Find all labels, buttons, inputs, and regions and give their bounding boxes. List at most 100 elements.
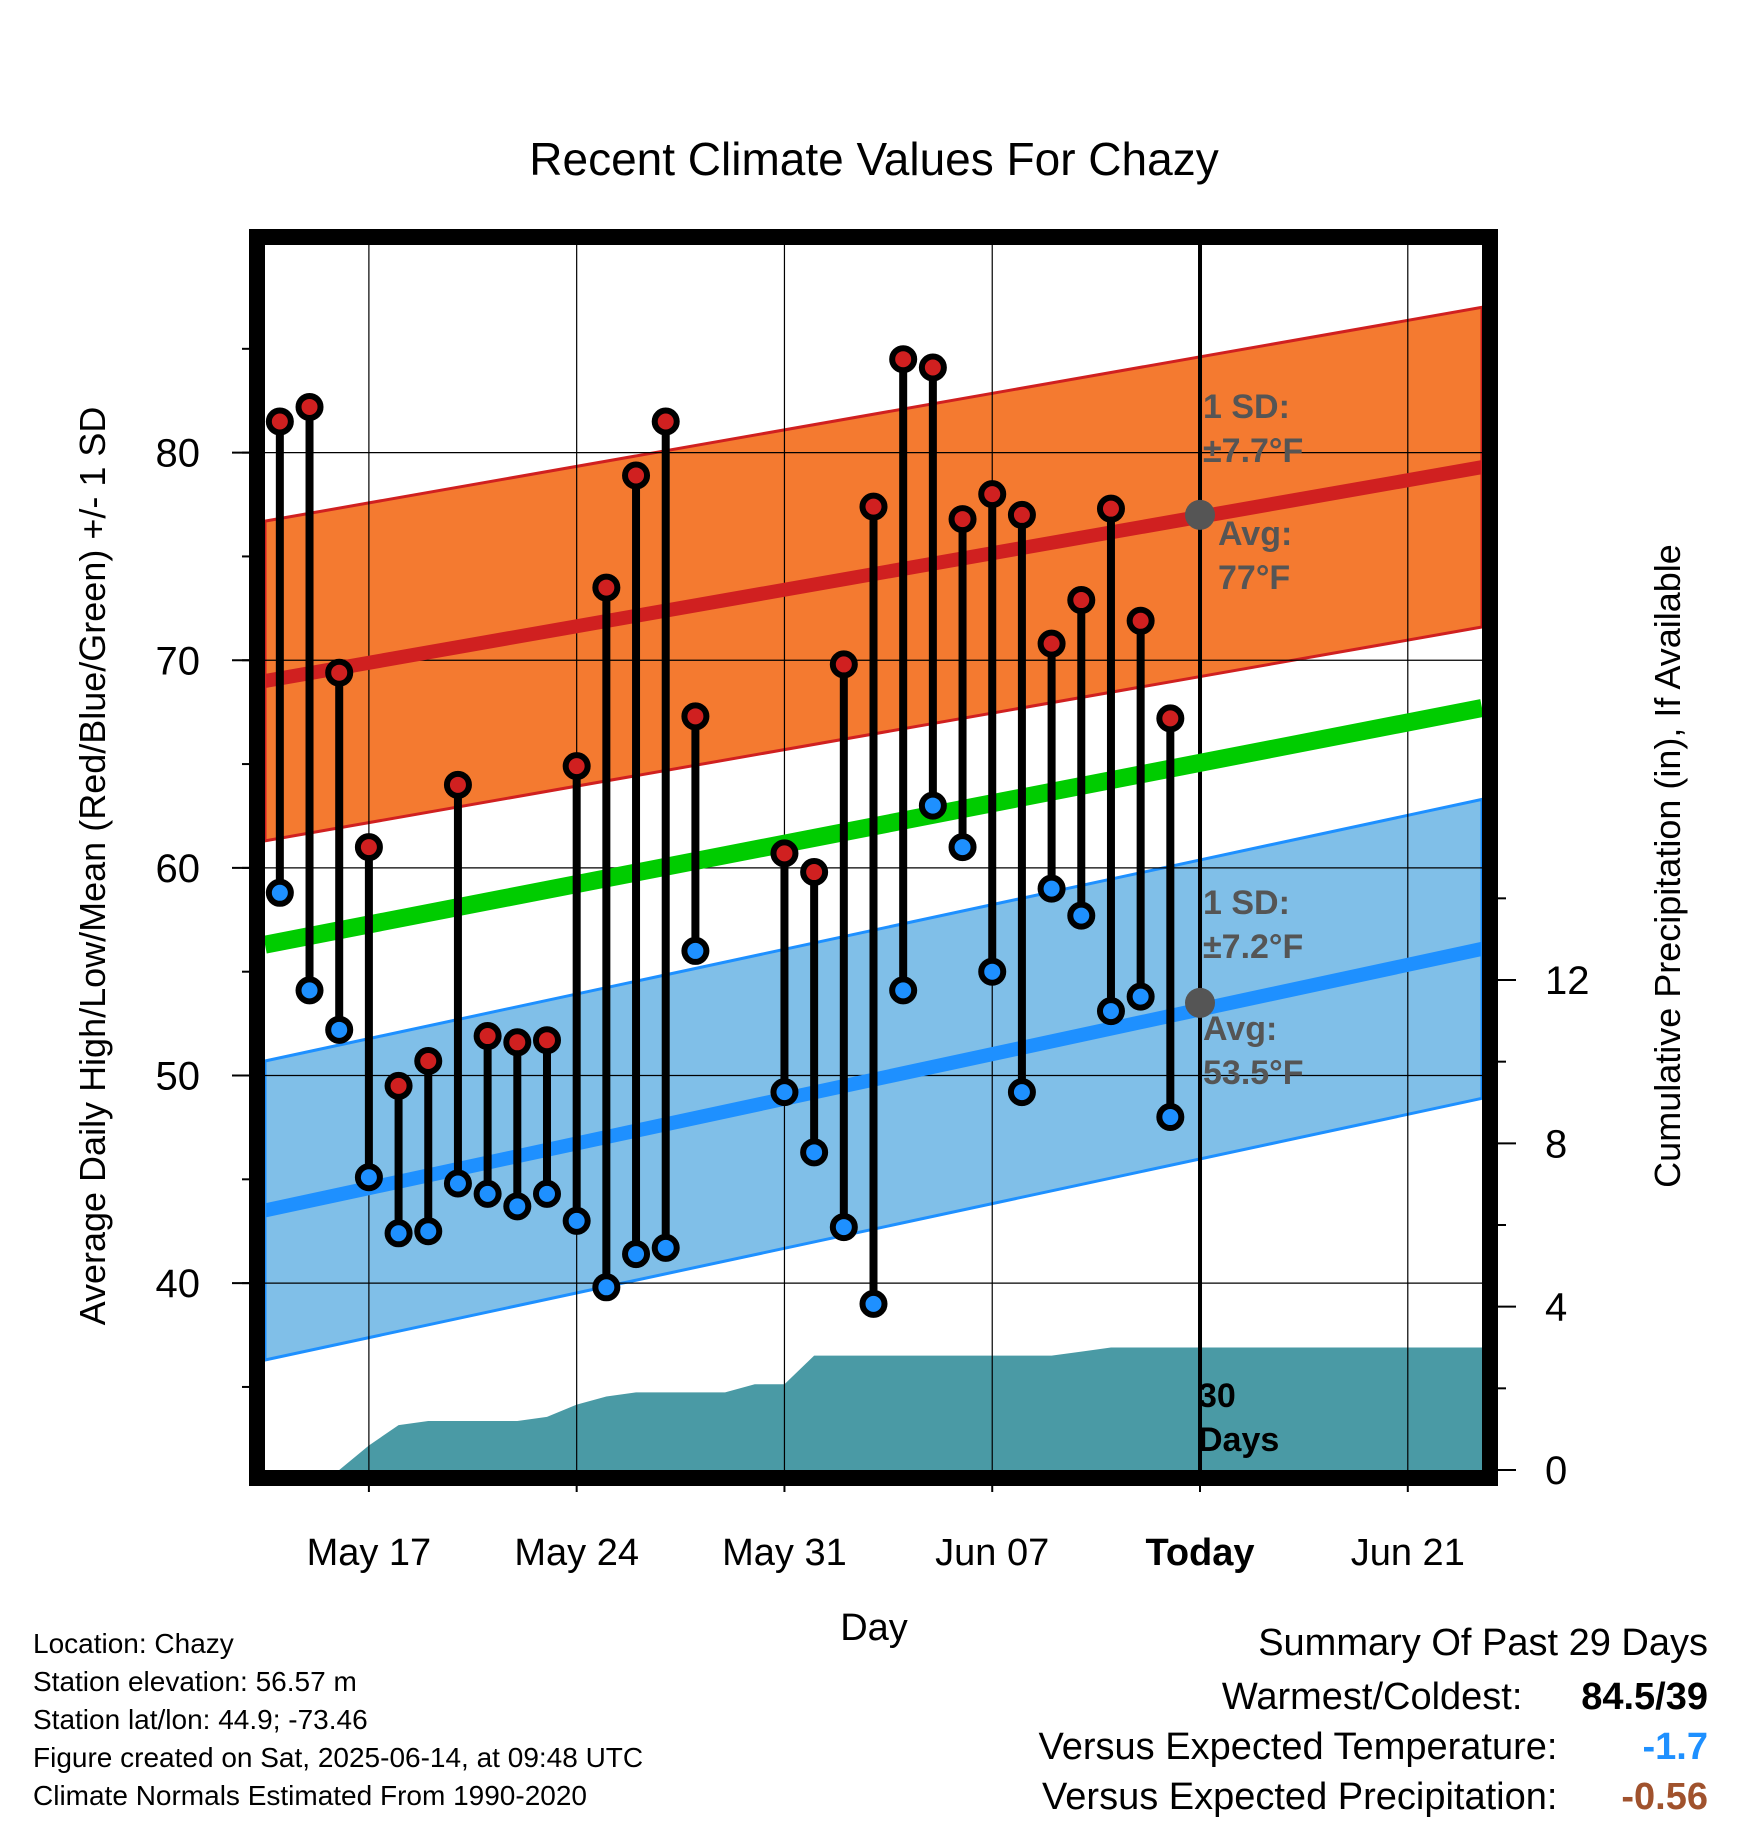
daily-high-point (443, 770, 472, 799)
avg-low-value: 53.5°F (1203, 1054, 1304, 1092)
summary-precip-value: -0.56 (1621, 1776, 1708, 1818)
daily-high-point (384, 1071, 413, 1100)
daily-low-point (889, 976, 918, 1005)
avg-high-value: 77°F (1218, 559, 1290, 597)
daily-high-point (770, 839, 799, 868)
summary-precip-label: Versus Expected Precipitation: (1042, 1776, 1558, 1818)
y-tick-label: 40 (156, 1262, 201, 1306)
daily-high-point (562, 752, 591, 781)
daily-high-point (948, 505, 977, 534)
daily-high-point (1096, 494, 1125, 523)
daily-low-point (295, 976, 324, 1005)
x-tick-label: May 24 (514, 1532, 639, 1574)
today-avg-high-dot (1185, 499, 1216, 530)
avg-low-label: Avg: (1203, 1010, 1277, 1048)
daily-low-point (562, 1206, 591, 1235)
info-elevation: Station elevation: 56.57 m (33, 1666, 357, 1697)
daily-low-point (592, 1273, 621, 1302)
daily-low-point (651, 1233, 680, 1262)
summary-warm-cold-value: 84.5/39 (1581, 1676, 1708, 1718)
sd-low-value: ±7.2°F (1203, 928, 1303, 966)
daily-high-point (800, 858, 829, 887)
days-count-label: 30 (1198, 1377, 1236, 1415)
daily-high-point (1007, 500, 1036, 529)
avg-high-label: Avg: (1218, 515, 1292, 553)
summary-precip: Versus Expected Precipitation: -0.56 (1042, 1776, 1708, 1819)
daily-high-point (1156, 704, 1185, 733)
daily-high-point (978, 480, 1007, 509)
chart-title: Recent Climate Values For Chazy (529, 133, 1218, 185)
daily-low-point (978, 957, 1007, 986)
daily-high-point (473, 1022, 502, 1051)
daily-high-point (829, 650, 858, 679)
daily-low-point (443, 1169, 472, 1198)
daily-high-point (918, 353, 947, 382)
summary-title: Summary Of Past 29 Days (1258, 1622, 1708, 1664)
daily-low-point (1037, 874, 1066, 903)
daily-low-point (770, 1078, 799, 1107)
daily-high-point (354, 833, 383, 862)
daily-high-point (295, 392, 324, 421)
daily-high-point (532, 1026, 561, 1055)
y2-axis-label: Cumulative Precipitation (in), If Availa… (1647, 544, 1688, 1188)
x-tick-label: Today (1145, 1532, 1254, 1574)
y-axis-label: Average Daily High/Low/Mean (Red/Blue/Gr… (72, 407, 113, 1326)
daily-low-point (681, 936, 710, 965)
daily-high-point (414, 1046, 443, 1075)
daily-high-point (503, 1028, 532, 1057)
daily-low-point (622, 1240, 651, 1269)
daily-low-point (325, 1015, 354, 1044)
y-tick-label: 80 (156, 432, 201, 476)
x-tick-label: May 31 (722, 1532, 847, 1574)
sd-low-label: 1 SD: (1203, 884, 1290, 922)
daily-low-point (1007, 1078, 1036, 1107)
daily-low-point (918, 791, 947, 820)
daily-low-point (265, 878, 294, 907)
daily-low-point (532, 1179, 561, 1208)
daily-low-point (414, 1217, 443, 1246)
summary-warm-cold: Warmest/Coldest: 84.5/39 (1222, 1676, 1708, 1719)
x-tick-label: May 17 (307, 1532, 432, 1574)
summary-temp: Versus Expected Temperature: -1.7 (1039, 1726, 1708, 1769)
daily-low-point (1067, 901, 1096, 930)
y-tick-label: 70 (156, 639, 201, 683)
summary-temp-value: -1.7 (1642, 1726, 1708, 1768)
sd-high-value: ±7.7°F (1203, 432, 1303, 470)
daily-high-point (1037, 629, 1066, 658)
x-axis-label: Day (840, 1607, 908, 1649)
info-location: Location: Chazy (33, 1628, 234, 1659)
y2-tick-label: 12 (1545, 959, 1590, 1003)
summary-warm-cold-label: Warmest/Coldest: (1221, 1676, 1523, 1718)
daily-high-point (651, 407, 680, 436)
daily-high-point (325, 658, 354, 687)
y-tick-label: 50 (156, 1055, 201, 1099)
days-word-label: Days (1198, 1421, 1279, 1459)
daily-low-point (473, 1179, 502, 1208)
station-info: Location: Chazy Station elevation: 56.57… (33, 1625, 643, 1815)
daily-low-point (503, 1192, 532, 1221)
daily-high-point (1067, 586, 1096, 615)
daily-high-point (1126, 606, 1155, 635)
daily-low-point (948, 833, 977, 862)
info-latlon: Station lat/lon: 44.9; -73.46 (33, 1704, 368, 1735)
y-tick-label: 60 (156, 847, 201, 891)
daily-low-point (384, 1219, 413, 1248)
daily-low-point (1096, 997, 1125, 1026)
daily-high-point (622, 461, 651, 490)
daily-low-point (829, 1213, 858, 1242)
y2-tick-label: 8 (1545, 1122, 1567, 1166)
x-tick-label: Jun 21 (1351, 1532, 1465, 1574)
daily-high-point (681, 702, 710, 731)
summary-temp-label: Versus Expected Temperature: (1038, 1726, 1558, 1768)
daily-high-point (265, 407, 294, 436)
x-tick-label: Jun 07 (935, 1532, 1049, 1574)
y2-tick-label: 4 (1545, 1286, 1567, 1330)
daily-low-point (859, 1289, 888, 1318)
info-normals: Climate Normals Estimated From 1990-2020 (33, 1780, 587, 1811)
daily-low-point (1126, 982, 1155, 1011)
daily-low-point (354, 1163, 383, 1192)
daily-low-point (800, 1138, 829, 1167)
y2-tick-label: 0 (1545, 1449, 1567, 1493)
plot-area: 1 SD: ±7.7°F Avg: 77°F 1 SD: ±7.2°F Avg: 53.5°F… (156, 229, 1590, 1574)
